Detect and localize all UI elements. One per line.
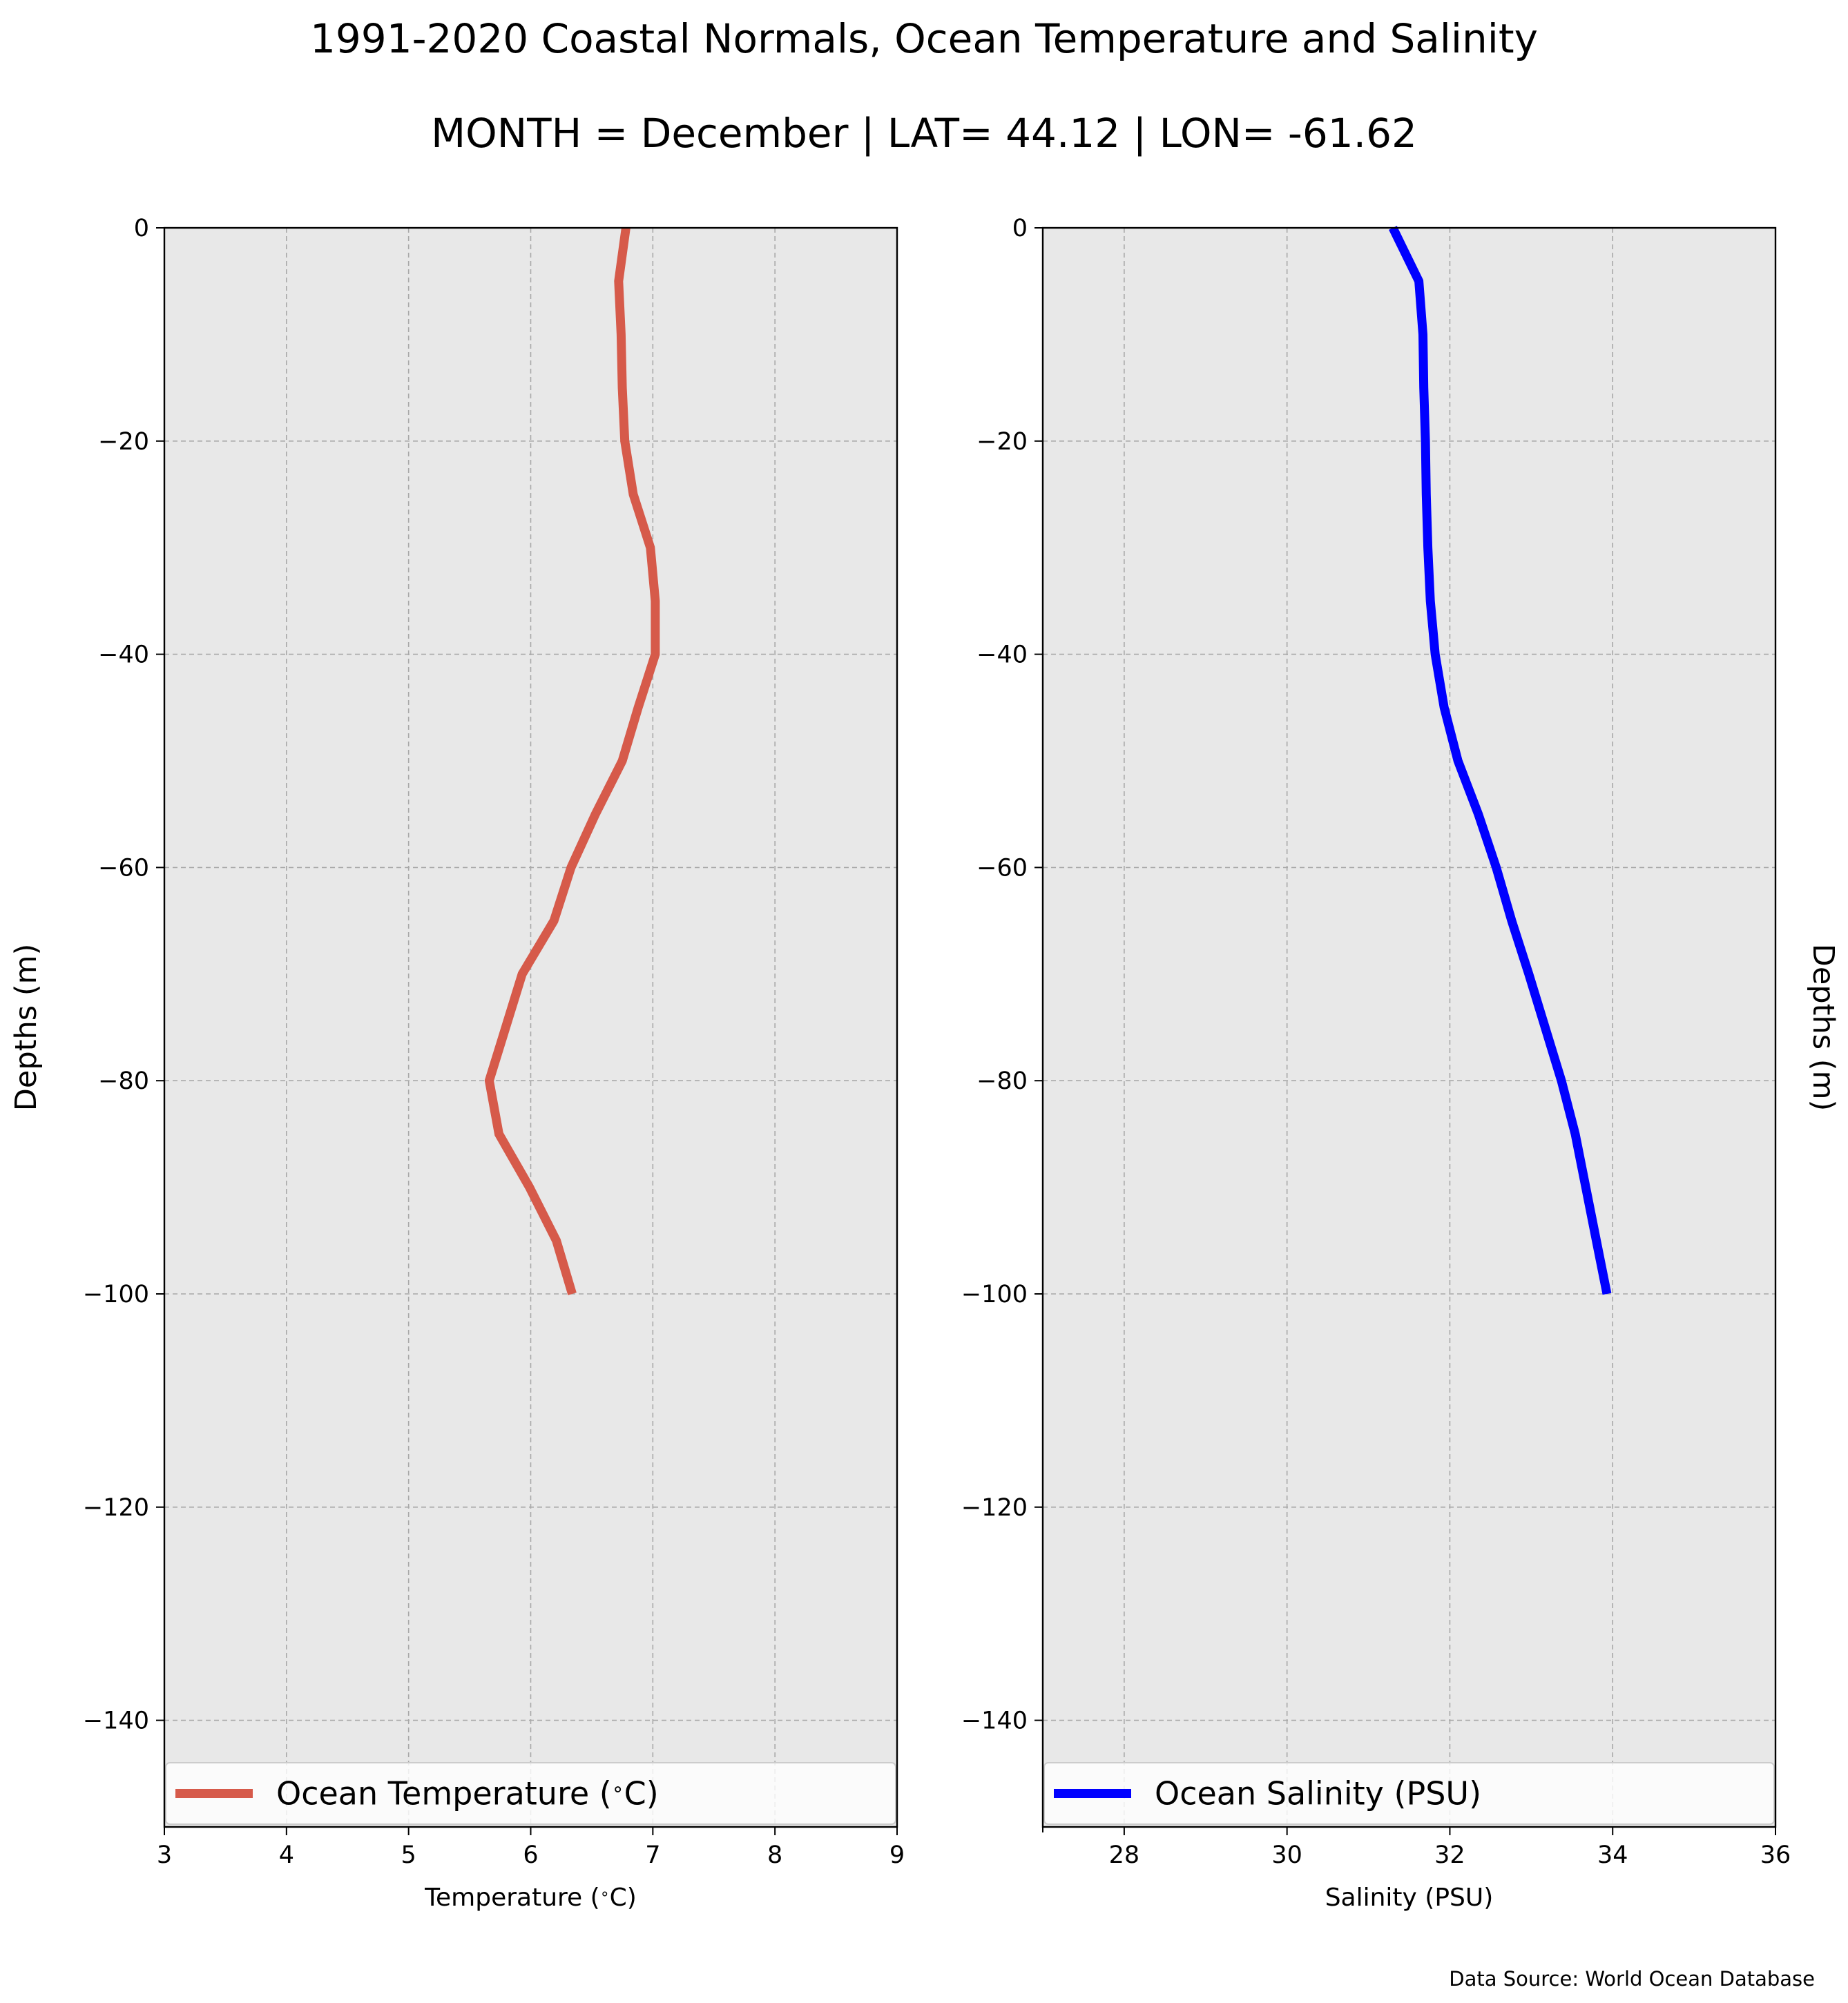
y-axis-label: Depths (m) xyxy=(9,944,44,1111)
subplot-2: Ocean Salinity (PSU) 28 30 32 34 36 0 −20 −40 −60… xyxy=(961,215,1840,1912)
legend: Ocean Salinity (PSU) xyxy=(1043,1762,1775,1825)
x-tick-label: 6 xyxy=(523,1841,538,1869)
x-axis-label: Temperature (∘C) xyxy=(424,1884,637,1912)
axes-frame xyxy=(1041,226,1777,1828)
x-axis-label: Salinity (PSU) xyxy=(1325,1884,1494,1912)
subplot-1: Ocean Temperature (∘C) 3 4 5 6 7 8 9 0 −20 −40 −60 −… xyxy=(9,215,905,1912)
series-line xyxy=(484,227,660,1295)
y-tick-label: −20 xyxy=(98,428,149,456)
x-tick-label: 32 xyxy=(1434,1841,1465,1869)
y-tick-label: −40 xyxy=(98,641,149,669)
x-tick-label: 9 xyxy=(889,1841,905,1869)
y-tick-label: −80 xyxy=(976,1067,1028,1095)
y-tick-label: −140 xyxy=(83,1707,149,1735)
y-tick-label: −120 xyxy=(83,1494,149,1522)
y-axis-label: Depths (m) xyxy=(1806,944,1840,1111)
plot-area: Ocean Temperature (∘C)3 4 5 6 7 8 90−20−40−60−… xyxy=(9,215,1840,1912)
legend-box xyxy=(165,1762,896,1825)
legend-box xyxy=(1043,1762,1775,1825)
x-tick-label: 28 xyxy=(1109,1841,1140,1869)
x-tick-label: 36 xyxy=(1760,1841,1791,1869)
x-tick-label: 5 xyxy=(401,1841,416,1869)
y-tick-label: −100 xyxy=(961,1281,1028,1308)
y-tick-label: −140 xyxy=(961,1707,1028,1735)
y-tick-label: −20 xyxy=(976,428,1028,456)
x-tick-label: 4 xyxy=(279,1841,294,1869)
y-tick-label: −100 xyxy=(83,1281,149,1308)
y-tick-label: −60 xyxy=(98,854,149,882)
x-tick-label: 34 xyxy=(1597,1841,1628,1869)
y-tick-label: −60 xyxy=(976,854,1028,882)
chart-title: 1991-2020 Coastal Normals, Ocean Tempera… xyxy=(310,15,1538,62)
legend-label: Ocean Temperature (∘C) xyxy=(276,1775,659,1812)
x-tick-label: 30 xyxy=(1271,1841,1302,1869)
y-tick-label: −80 xyxy=(98,1067,149,1095)
legend: Ocean Temperature (∘C) xyxy=(165,1762,896,1825)
legend-label: Ocean Salinity (PSU) xyxy=(1155,1775,1481,1812)
y-tick-label: −40 xyxy=(976,641,1028,669)
series-line xyxy=(1389,226,1612,1295)
x-tick-label: 8 xyxy=(767,1841,782,1869)
x-tick-label: 7 xyxy=(645,1841,660,1869)
plot-background xyxy=(1043,228,1775,1827)
x-tick-label: 3 xyxy=(157,1841,172,1869)
y-tick-label: 0 xyxy=(134,215,149,242)
y-tick-label: 0 xyxy=(1012,215,1028,242)
chart-subtitle: MONTH = December | LAT= 44.12 | LON= -61… xyxy=(431,110,1417,157)
data-source-note: Data Source: World Ocean Database xyxy=(1449,1967,1815,1991)
y-tick-label: −120 xyxy=(961,1494,1028,1522)
